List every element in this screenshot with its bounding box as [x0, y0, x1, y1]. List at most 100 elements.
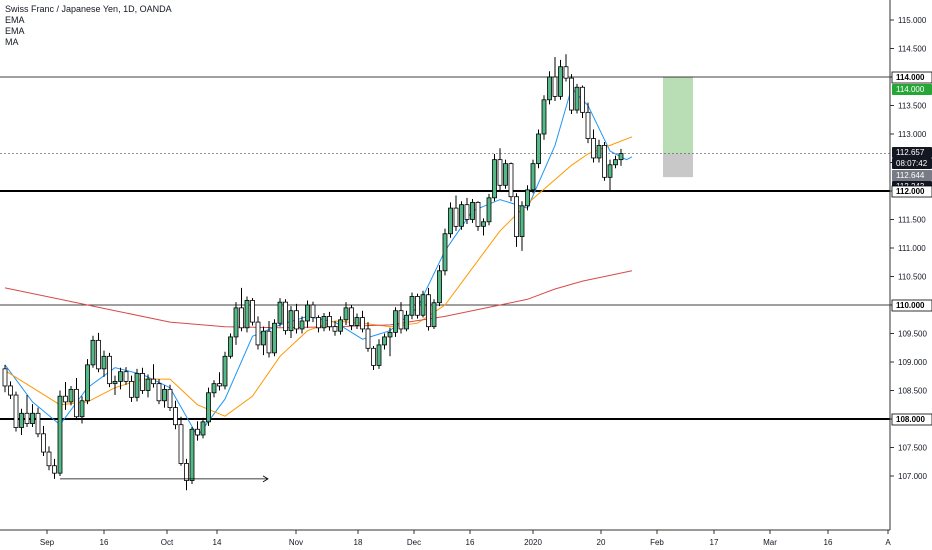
y-tick-label: 115.000 — [898, 16, 927, 25]
candle-body — [536, 133, 541, 165]
candle-body — [2, 368, 8, 387]
legend-ema-1: EMA — [5, 15, 25, 25]
level-tag-bg — [891, 299, 932, 312]
candle-body — [404, 314, 409, 330]
candle-body — [41, 433, 46, 453]
candle-body — [134, 372, 140, 398]
x-tick-label: Nov — [289, 538, 303, 547]
candle-body — [140, 372, 145, 391]
candle-body — [558, 66, 563, 97]
candle-body — [486, 197, 492, 223]
candle-body — [151, 378, 156, 385]
candle-body — [74, 388, 79, 418]
x-tick-label: A — [885, 538, 891, 547]
candle-body — [222, 355, 228, 387]
candle-body — [563, 66, 569, 79]
price-tag: 112.644 — [892, 170, 932, 181]
candle-body — [332, 326, 338, 332]
price-tag-bg — [892, 84, 932, 95]
level-tag-label: 114.000 — [896, 73, 925, 82]
candle-body — [173, 407, 178, 426]
y-tick-label: 109.500 — [898, 330, 927, 339]
candle-body — [299, 320, 305, 330]
y-tick-label: 109.000 — [898, 358, 927, 367]
x-tick-label: 20 — [597, 538, 606, 547]
y-tick-label: 111.000 — [898, 244, 926, 253]
legend-ema-2: EMA — [5, 26, 25, 36]
candle-body — [195, 428, 200, 436]
level-tag-label: 112.000 — [896, 187, 925, 196]
level-tag: 112.000 — [891, 185, 932, 198]
candle-body — [288, 310, 294, 332]
candle-body — [162, 388, 167, 402]
level-tag-bg — [891, 413, 932, 426]
candle-body — [360, 317, 365, 330]
legend-title: Swiss Franc / Japanese Yen, 1D, OANDA — [5, 4, 172, 14]
x-tick-label: 14 — [213, 538, 222, 547]
candle-body — [574, 86, 580, 111]
candle-body — [200, 421, 206, 436]
indicator-line — [4, 270, 633, 329]
indicator-line — [4, 136, 633, 417]
x-tick-label: 17 — [710, 538, 719, 547]
candle-body — [492, 159, 497, 199]
price-tag-label: 114.000 — [896, 85, 925, 94]
candle-body — [90, 339, 96, 366]
candle-body — [481, 221, 486, 227]
candle-body — [448, 207, 453, 235]
candle-body — [96, 339, 101, 370]
candle-body — [250, 300, 255, 323]
candle-body — [387, 331, 393, 338]
x-tick-label: 16 — [466, 538, 475, 547]
y-tick-label: 110.500 — [898, 273, 927, 282]
time-axis-bg — [0, 530, 932, 550]
candle-body — [338, 319, 343, 332]
candle-body — [613, 159, 618, 166]
candle-body — [272, 322, 277, 354]
stop-zone — [663, 153, 693, 178]
candle-body — [217, 383, 222, 387]
candle-body — [211, 383, 217, 394]
candle-body — [63, 395, 68, 403]
candle-body — [266, 330, 272, 354]
candle-body — [514, 196, 519, 237]
candle-body — [283, 301, 288, 332]
x-tick-label: Feb — [650, 538, 664, 547]
candle-body — [68, 388, 74, 403]
candle-body — [233, 307, 239, 338]
candle-body — [327, 315, 332, 328]
candle-body — [24, 412, 30, 424]
candle-body — [118, 371, 123, 382]
candle-body — [57, 395, 63, 474]
annotation-arrow-head — [262, 475, 269, 483]
x-tick-label: Sep — [40, 538, 55, 547]
candle-body — [365, 328, 371, 349]
candle-body — [475, 201, 481, 227]
candle-body — [343, 307, 349, 321]
candle-body — [35, 412, 41, 435]
candle-body — [618, 153, 624, 161]
candle-body — [101, 355, 107, 370]
candle-body — [107, 355, 112, 385]
annotations — [60, 475, 269, 483]
level-tag: 108.000 — [891, 413, 932, 426]
candle-body — [156, 383, 162, 402]
price-tag-bg — [892, 158, 932, 169]
candle-body — [552, 76, 558, 97]
y-tick-label: 111.500 — [898, 216, 926, 225]
target-zone — [663, 77, 693, 154]
candle-body — [442, 233, 448, 272]
candle-body — [519, 205, 525, 238]
position-zones — [663, 77, 693, 178]
candle-body — [497, 159, 503, 186]
candle-body — [437, 270, 442, 304]
candle-body — [261, 330, 266, 346]
candle-body — [591, 138, 596, 159]
candle-body — [464, 204, 470, 220]
candle-body — [569, 77, 574, 111]
level-tag-label: 110.000 — [896, 301, 925, 310]
candle-body — [585, 111, 591, 139]
level-tag: 114.000 — [891, 71, 932, 84]
